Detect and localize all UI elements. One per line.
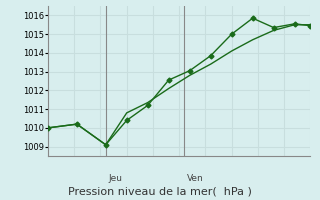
Text: Jeu: Jeu: [108, 174, 122, 183]
Text: Pression niveau de la mer(  hPa ): Pression niveau de la mer( hPa ): [68, 186, 252, 196]
Text: Ven: Ven: [187, 174, 204, 183]
